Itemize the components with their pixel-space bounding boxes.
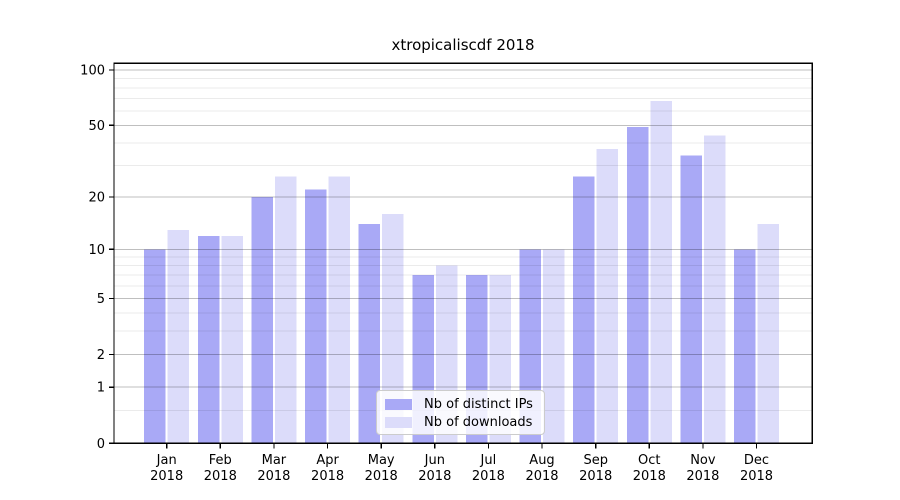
bar-feb-distinct-ips	[197, 235, 220, 444]
x-tick-label-year: 2018	[579, 469, 612, 484]
y-tick-label: 20	[88, 191, 105, 206]
x-tick-label-month: Dec	[744, 453, 769, 468]
chart-title: xtropicaliscdf 2018	[391, 36, 535, 54]
bar-sep-downloads	[596, 149, 619, 444]
plot-border	[113, 62, 813, 444]
bar-oct-downloads	[650, 100, 672, 444]
x-tick-label-month: Sep	[583, 453, 608, 468]
bar-nov-distinct-ips	[680, 155, 702, 444]
bar-dec-distinct-ips	[734, 249, 756, 444]
x-tick-label-year: 2018	[633, 469, 666, 484]
x-tick-label-month: Jun	[424, 453, 445, 468]
bar-dec-downloads	[757, 224, 779, 444]
x-tick-label-year: 2018	[686, 469, 719, 484]
bar-may-downloads	[382, 214, 404, 444]
bar-oct-distinct-ips	[626, 126, 649, 444]
x-tick-label-month: Jan	[156, 453, 177, 468]
y-tick-label: 50	[88, 119, 105, 134]
x-tick-label-year: 2018	[418, 469, 451, 484]
legend-label-downloads: Nb of downloads	[424, 414, 533, 430]
y-tick-label: 1	[97, 381, 105, 396]
bar-nov-downloads	[703, 135, 726, 444]
legend-item-distinct-ips: Nb of distinct IPs	[385, 396, 536, 412]
bar-mar-downloads	[274, 176, 297, 444]
y-tick-label: 0	[97, 437, 105, 452]
bar-jan-distinct-ips	[144, 249, 166, 444]
bar-feb-downloads	[221, 235, 243, 444]
x-tick-label-month: Jul	[480, 453, 497, 468]
x-tick-label-month: Feb	[209, 453, 232, 468]
bar-apr-distinct-ips	[305, 189, 327, 444]
x-tick-label-month: Aug	[529, 453, 554, 468]
bar-mar-distinct-ips	[251, 197, 273, 444]
y-tick-label: 10	[88, 243, 105, 258]
x-tick-label-year: 2018	[204, 469, 237, 484]
y-tick-label: 5	[97, 292, 105, 307]
x-tick-label-year: 2018	[365, 469, 398, 484]
legend-item-downloads: Nb of downloads	[385, 414, 536, 430]
bar-may-distinct-ips	[358, 224, 381, 444]
x-tick-label-year: 2018	[740, 469, 773, 484]
x-tick-label-year: 2018	[472, 469, 505, 484]
x-tick-label-month: Oct	[638, 453, 660, 468]
x-tick-label-month: Apr	[316, 453, 339, 468]
legend-swatch-distinct-ips	[385, 398, 412, 410]
bar-sep-distinct-ips	[573, 176, 595, 444]
x-tick-label-month: Nov	[690, 453, 716, 468]
x-tick-label-month: Mar	[262, 453, 287, 468]
bar-apr-downloads	[328, 176, 351, 444]
bar-jan-downloads	[167, 229, 190, 444]
x-tick-label-year: 2018	[525, 469, 558, 484]
bar-aug-downloads	[543, 249, 565, 444]
legend-swatch-downloads	[385, 416, 412, 428]
legend-label-distinct-ips: Nb of distinct IPs	[424, 396, 533, 412]
x-tick-label-month: May	[368, 453, 395, 468]
x-tick-label-year: 2018	[311, 469, 344, 484]
y-tick-label: 2	[97, 348, 105, 363]
x-tick-label-year: 2018	[257, 469, 290, 484]
legend: Nb of distinct IPs Nb of downloads	[376, 390, 545, 435]
x-tick-label-year: 2018	[150, 469, 183, 484]
y-tick-label: 100	[80, 64, 105, 79]
